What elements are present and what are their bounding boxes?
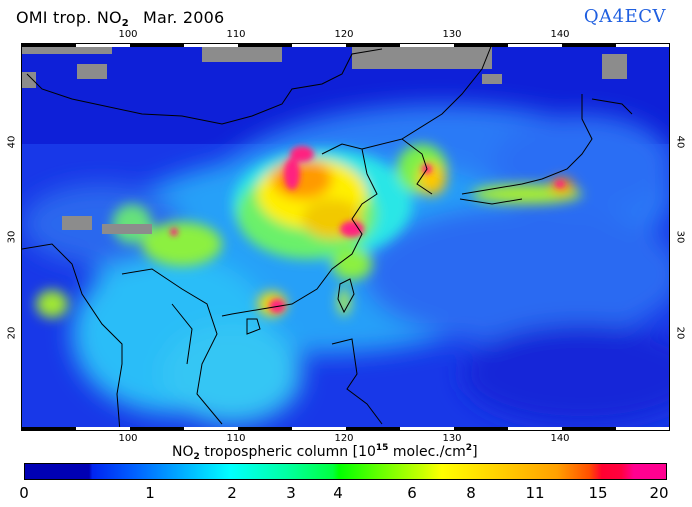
lon-tick-top: 100: [118, 29, 138, 40]
brand-logo: QA4ECV: [583, 6, 666, 27]
lat-tick-left: 40: [6, 135, 18, 149]
colorbar-tick: 1: [145, 484, 155, 502]
colorbar-tick: 6: [407, 484, 417, 502]
lon-tick-top: 120: [334, 29, 354, 40]
lat-tick-left: 20: [6, 326, 18, 340]
map-title: OMI trop. NO2 Mar. 2006: [16, 8, 224, 29]
label-sup: 2: [465, 443, 473, 453]
lat-tick-right: 30: [674, 230, 686, 244]
label-text: ]: [472, 444, 478, 460]
label-text: tropospheric column [10: [199, 444, 376, 460]
lat-tick-right: 40: [674, 135, 686, 149]
title-text: OMI trop. NO: [16, 8, 122, 27]
label-text: NO: [172, 444, 194, 460]
map-raster: [22, 44, 669, 430]
colorbar-label: NO2 tropospheric column [1015 molec./cm2…: [172, 443, 478, 462]
colorbar-tick: 0: [19, 484, 29, 502]
colorbar-tick: 20: [649, 484, 669, 502]
lon-tick-top: 140: [550, 29, 570, 40]
label-sub: 2: [193, 452, 200, 462]
lon-tick-bottom: 110: [226, 433, 246, 444]
lon-tick-top: 130: [442, 29, 462, 40]
lat-tick-right: 20: [674, 326, 686, 340]
label-text: molec./cm: [388, 444, 466, 460]
lat-tick-left: 30: [6, 230, 18, 244]
colorbar-tick: 11: [525, 484, 545, 502]
colorbar-tick: 8: [466, 484, 476, 502]
colorbar-tick: 3: [286, 484, 296, 502]
lon-tick-bottom: 140: [550, 433, 570, 444]
no2-map: [21, 43, 670, 431]
lon-tick-top: 110: [226, 29, 246, 40]
colorbar-tick: 2: [227, 484, 237, 502]
title-date: Mar. 2006: [142, 8, 225, 27]
colorbar-tick: 4: [333, 484, 343, 502]
lon-tick-bottom: 100: [118, 433, 138, 444]
lon-tick-bottom: 130: [442, 433, 462, 444]
colorbar: [24, 463, 667, 480]
lon-tick-bottom: 120: [334, 433, 354, 444]
label-sup: 15: [375, 443, 389, 453]
colorbar-tick: 15: [588, 484, 608, 502]
title-subscript: 2: [121, 18, 129, 29]
